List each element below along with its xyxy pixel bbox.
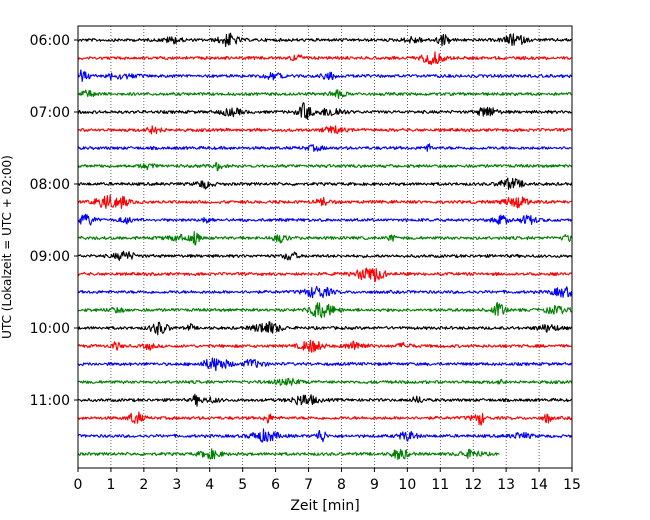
trace-0930 [77,285,573,299]
x-tick-label: 13 [497,477,515,493]
x-tick-label: 15 [563,477,581,493]
trace-0600 [77,32,572,48]
trace-1130 [77,428,573,443]
trace-0715 [77,125,572,135]
trace-0645 [77,89,572,100]
trace-0800 [77,177,573,190]
trace-0700 [77,102,572,120]
y-tick-label: 06:00 [30,33,70,49]
x-tick-label: 7 [304,477,313,493]
x-tick-label: 10 [398,477,416,493]
trace-group [77,32,573,461]
x-tick-label: 12 [464,477,482,493]
y-tick-label: 11:00 [30,393,70,409]
x-tick-label: 5 [238,477,247,493]
y-tick-label: 10:00 [30,321,70,337]
trace-1015 [77,339,572,353]
trace-0945 [77,301,572,319]
x-tick-label: 3 [172,477,181,493]
x-tick-label: 1 [106,477,115,493]
trace-0745 [77,161,572,172]
trace-0915 [77,267,572,283]
trace-0815 [77,194,572,210]
x-tick-label: 0 [74,477,83,493]
trace-0900 [77,250,573,262]
trace-1100 [77,393,572,407]
trace-1145 [77,448,500,461]
plot-frame [77,25,573,469]
x-tick-label: 11 [431,477,449,493]
trace-1115 [77,411,573,426]
x-axis-label: Zeit [min] [290,498,359,514]
x-tick-label: 6 [271,477,280,493]
x-tick-label: 2 [139,477,148,493]
trace-0615 [77,51,572,65]
trace-1045 [77,377,573,386]
x-tick-label: 8 [337,477,346,493]
trace-0630 [77,69,573,82]
trace-1000 [77,321,572,336]
x-axis: 0 1 2 3 4 5 6 7 8 9 10 11 12 13 14 15 [74,468,581,493]
trace-0845 [77,231,573,246]
y-axis-label: UTC (Lokalzeit = UTC + 02:00) [0,155,14,339]
x-tick-label: 4 [205,477,214,493]
y-tick-label: 07:00 [30,105,70,121]
trace-1030 [77,357,572,372]
trace-0830 [77,213,572,226]
y-axis: 06:00 07:00 08:00 09:00 10:00 11:00 [30,33,78,409]
y-tick-label: 08:00 [30,177,70,193]
y-tick-label: 09:00 [30,249,70,265]
x-tick-label: 14 [530,477,548,493]
x-tick-label: 9 [370,477,379,493]
trace-0730 [77,143,572,152]
plot-area [78,26,572,468]
